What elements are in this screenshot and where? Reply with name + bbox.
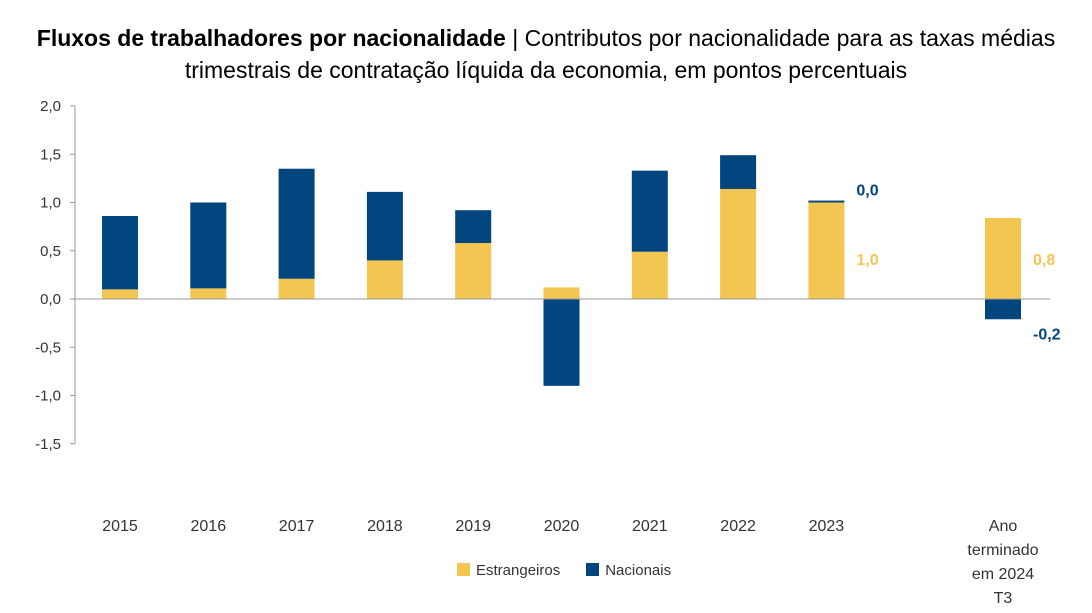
x-tick-label: Ano (989, 518, 1018, 535)
bar-estrangeiros (631, 251, 668, 299)
bar-nacionais (455, 210, 492, 244)
bar-nacionais (631, 170, 668, 252)
y-tick-label: 2,0 (40, 98, 61, 115)
bar-estrangeiros (190, 288, 227, 299)
y-tick-label: -0,5 (35, 339, 61, 356)
y-tick-label: 0,5 (40, 243, 61, 260)
x-tick-label: 2023 (809, 518, 845, 535)
y-tick-label: 1,0 (40, 195, 61, 212)
legend-swatch (586, 563, 600, 576)
x-tick-label: terminado (967, 542, 1038, 559)
bar-estrangeiros (102, 289, 138, 299)
bar-nacionais (720, 155, 757, 189)
bar-nacionais (808, 200, 845, 203)
bar-estrangeiros (455, 243, 492, 299)
bar-estrangeiros (985, 217, 1021, 299)
x-tick-label: 2017 (279, 518, 315, 535)
bar-nacionais (278, 168, 315, 279)
x-tick-label: 2019 (455, 518, 491, 535)
data-label: 0,0 (856, 183, 878, 200)
bar-nacionais (102, 216, 138, 290)
y-tick-label: 0,0 (40, 291, 61, 308)
y-tick-label: 1,5 (40, 146, 61, 163)
data-label: -0,2 (1033, 326, 1061, 343)
x-tick-label: 2020 (544, 518, 580, 535)
x-tick-label: 2022 (720, 518, 756, 535)
bar-nacionais (543, 299, 580, 386)
title-separator: | (512, 25, 519, 51)
legend-swatch (457, 563, 470, 576)
x-tick-label: em 2024 (972, 566, 1034, 583)
bar-nacionais (985, 299, 1021, 320)
bar-nacionais (366, 191, 403, 261)
title-main: Fluxos de trabalhadores por nacionalidad… (36, 25, 506, 51)
y-tick-label: -1,5 (35, 436, 61, 453)
chart-title: Fluxos de trabalhadores por nacionalidad… (0, 22, 1092, 86)
x-tick-label: 2016 (191, 518, 227, 535)
bar-estrangeiros (808, 202, 845, 299)
bar-estrangeiros (543, 287, 580, 299)
legend-label: Estrangeiros (476, 562, 561, 579)
legend: Estrangeiros Nacionais (457, 562, 671, 579)
bar-estrangeiros (720, 188, 757, 299)
bar-estrangeiros (278, 278, 315, 299)
data-label: 0,8 (1033, 252, 1055, 269)
legend-label: Nacionais (605, 562, 672, 579)
data-label: 1,0 (856, 252, 878, 269)
legend-item-nacionais: Nacionais (586, 562, 671, 579)
x-tick-label: T3 (994, 590, 1013, 607)
title-subtitle: Contributos por nacionalidade para as ta… (184, 25, 1056, 83)
bar-estrangeiros (366, 260, 403, 299)
x-tick-label: 2021 (632, 518, 668, 535)
x-tick-label: 2018 (367, 518, 403, 535)
legend-item-estrangeiros: Estrangeiros (457, 562, 560, 579)
y-tick-label: -1,0 (35, 388, 61, 405)
x-tick-label: 2015 (102, 518, 138, 535)
bar-nacionais (190, 202, 227, 289)
